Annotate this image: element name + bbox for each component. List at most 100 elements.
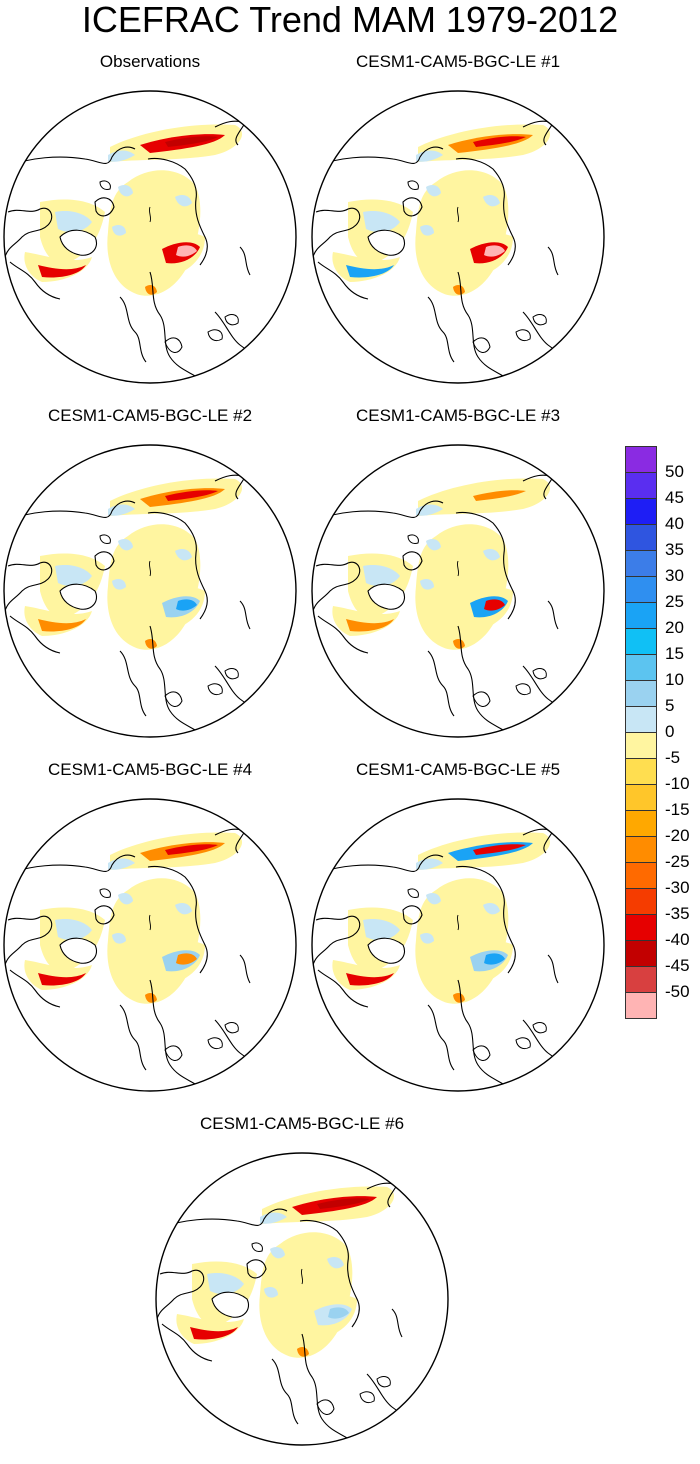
colorbar-swatch [625, 966, 657, 993]
colorbar-label: 20 [665, 618, 684, 637]
sea-ice-anomaly [420, 225, 434, 236]
colorbar-swatch [625, 992, 657, 1019]
sea-ice-anomaly [165, 844, 218, 855]
coastline [207, 1037, 223, 1050]
colorbar-swatch [625, 628, 657, 655]
colorbar-swatch [625, 810, 657, 837]
coastline [148, 560, 152, 577]
colorbar-label: -20 [665, 826, 690, 845]
coastline [147, 511, 208, 620]
coastline [455, 511, 516, 620]
coastline [271, 1358, 299, 1425]
coastline [251, 1242, 263, 1252]
coastline [367, 229, 406, 256]
panel-title: CESM1-CAM5-BGC-LE #5 [355, 760, 561, 779]
colorbar-label: -30 [665, 878, 690, 897]
coastline [147, 157, 208, 266]
sea-ice-anomaly [346, 619, 394, 632]
sea-ice-anomaly [327, 1257, 344, 1269]
coastline [312, 146, 444, 168]
coastline [161, 1323, 213, 1362]
coastline [148, 914, 152, 931]
coastline [9, 261, 61, 300]
coastline [59, 937, 98, 964]
sea-ice-anomaly [346, 265, 394, 278]
sea-ice-anomaly [270, 1247, 285, 1259]
sea-ice-anomaly [38, 973, 86, 986]
colorbar-swatch [625, 862, 657, 889]
coastline [94, 551, 115, 571]
sea-ice-anomaly [118, 893, 133, 905]
coastline [99, 534, 111, 544]
coastline [94, 197, 115, 217]
coastline [224, 1022, 239, 1034]
panel-member-3: CESM1-CAM5-BGC-LE #3 [308, 406, 608, 756]
colorbar-label: -45 [665, 956, 690, 975]
colorbar-label: 30 [665, 566, 684, 585]
panel-member-5: CESM1-CAM5-BGC-LE #5 [308, 760, 608, 1110]
coastline [457, 625, 509, 734]
colorbar-label: -25 [665, 852, 690, 871]
coastline [4, 500, 136, 522]
polar-map [3, 798, 297, 1092]
sea-ice-anomaly [175, 195, 192, 207]
coastline [156, 1208, 288, 1230]
coastline [4, 207, 53, 258]
coastline [148, 206, 152, 223]
coastline [376, 1376, 391, 1388]
sea-ice-anomaly [426, 539, 441, 551]
polar-map [3, 444, 297, 738]
coastline [515, 683, 531, 696]
sea-ice-anomaly [484, 599, 505, 611]
colorbar-swatch [625, 472, 657, 499]
coastline [99, 888, 111, 898]
colorbar-label: 25 [665, 592, 684, 611]
coastline [402, 551, 423, 571]
coastline [149, 625, 201, 734]
sea-ice-anomaly [473, 844, 526, 855]
panel-title: CESM1-CAM5-BGC-LE #2 [47, 406, 253, 425]
coastline [211, 1291, 250, 1318]
colorbar-swatch [625, 836, 657, 863]
colorbar-swatch [625, 602, 657, 629]
sea-ice-anomaly [176, 953, 197, 965]
sea-ice-anomaly [328, 1307, 349, 1319]
coastline [367, 937, 406, 964]
polar-map [311, 444, 605, 738]
map-boundary [3, 798, 297, 1092]
coastline [9, 615, 61, 654]
coastline [407, 180, 419, 190]
colorbar-swatch [625, 524, 657, 551]
colorbar-swatch [625, 888, 657, 915]
sea-ice-anomaly [118, 539, 133, 551]
coastline [317, 615, 369, 654]
coastline [391, 1308, 403, 1338]
colorbar-swatch [625, 576, 657, 603]
sea-ice-anomaly [145, 638, 157, 649]
coastline [316, 1399, 335, 1415]
colorbar-label: -50 [665, 982, 690, 1001]
coastline [312, 500, 444, 522]
sea-ice-anomaly [483, 195, 500, 207]
panel-title: CESM1-CAM5-BGC-LE #3 [355, 406, 561, 425]
coastline [149, 979, 201, 1088]
coastline [456, 560, 460, 577]
coastline [532, 1022, 547, 1034]
coastline [299, 1219, 360, 1328]
colorbar-label: -40 [665, 930, 690, 949]
coastline [59, 229, 98, 256]
coastline [317, 969, 369, 1008]
panel-member-4: CESM1-CAM5-BGC-LE #4 [0, 760, 300, 1110]
coastline [207, 683, 223, 696]
coastline [224, 314, 239, 326]
coastline [547, 954, 559, 984]
sea-ice-anomaly [420, 933, 434, 944]
colorbar-swatch [625, 914, 657, 941]
colorbar-swatch [625, 654, 657, 681]
coastline [4, 146, 136, 168]
coastline [359, 1391, 375, 1404]
panel-title: CESM1-CAM5-BGC-LE #6 [199, 1114, 405, 1133]
colorbar-label: -35 [665, 904, 690, 923]
panel-member-6: CESM1-CAM5-BGC-LE #6 [152, 1114, 452, 1464]
sea-ice-anomaly [165, 490, 218, 501]
